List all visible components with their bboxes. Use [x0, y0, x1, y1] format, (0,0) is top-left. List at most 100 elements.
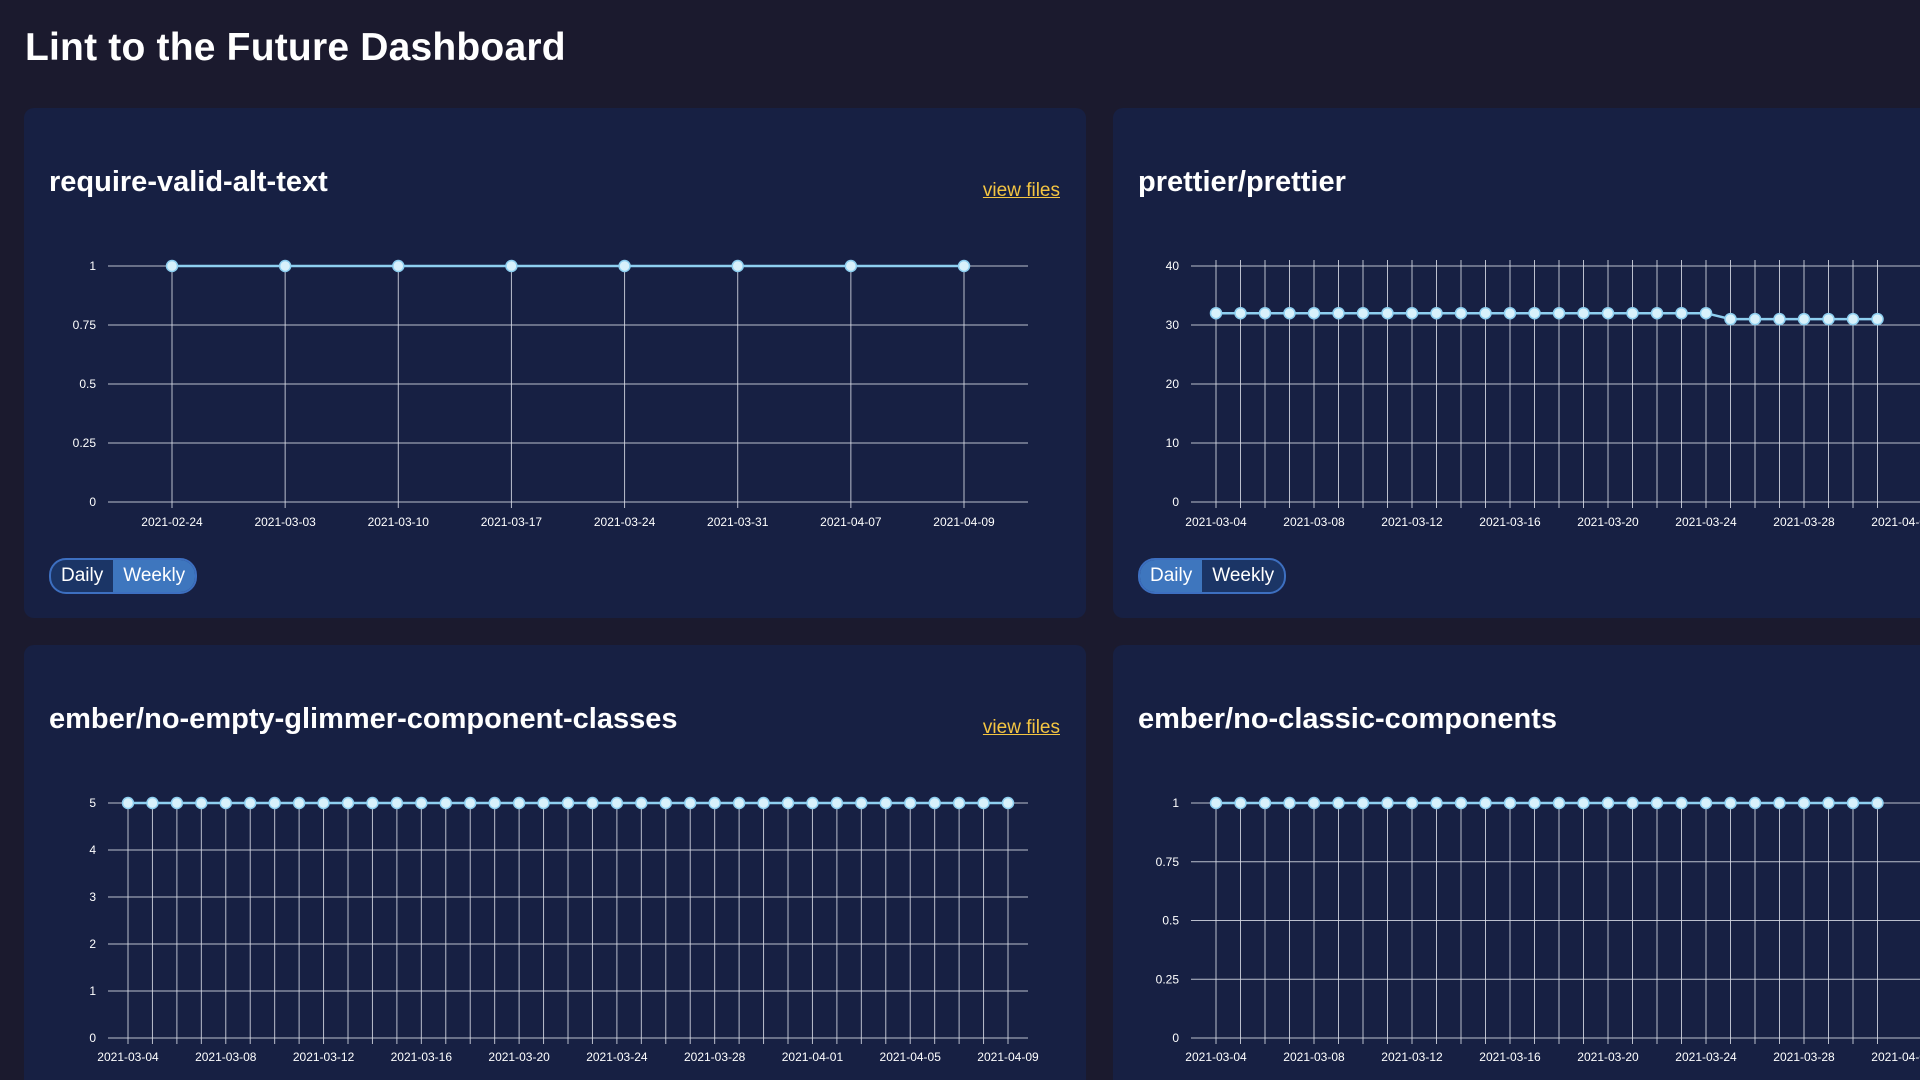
- line-chart: 0 10 20 30 40 2021-03-04 2021-03-08 2021-03-12 2…: [1166, 259, 1920, 529]
- interval-toggle: Daily Weekly: [1138, 558, 1287, 594]
- data-point: [731, 259, 744, 273]
- y-tick-label: 30: [1166, 318, 1180, 332]
- data-point: [1381, 306, 1394, 320]
- data-point: [683, 796, 697, 810]
- data-point: [1234, 796, 1247, 810]
- line-chart: 0 1 2 3 4 5 2021-03-04 2021-03-08 2021-03-12 2021…: [89, 796, 1039, 1064]
- data-point: [1626, 796, 1639, 810]
- data-point: [1675, 796, 1688, 810]
- data-point: [1577, 796, 1590, 810]
- data-point: [1822, 312, 1835, 326]
- data-point: [561, 796, 575, 810]
- x-tick-label: 2021-03-24: [1675, 1050, 1737, 1064]
- data-point: [1209, 306, 1223, 320]
- data-point: [586, 796, 599, 810]
- data-point: [610, 796, 624, 810]
- data-point: [219, 796, 233, 810]
- data-point: [146, 796, 159, 810]
- data-point: [505, 259, 518, 273]
- data-point: [1503, 796, 1517, 810]
- data-point: [1332, 306, 1345, 320]
- data-point: [243, 796, 257, 810]
- x-tick-label: 2021-03-08: [1283, 515, 1345, 529]
- data-point: [1405, 306, 1419, 320]
- x-tick-label: 2021-03-08: [195, 1050, 257, 1064]
- y-tick-label: 0: [1172, 1031, 1179, 1045]
- x-tick-label: 2021-03-12: [293, 1050, 355, 1064]
- data-point: [1454, 306, 1468, 320]
- data-point: [879, 796, 893, 810]
- data-point: [1822, 796, 1835, 810]
- data-point: [1307, 306, 1321, 320]
- interval-toggle: Daily Weekly: [49, 558, 198, 594]
- data-point: [1283, 306, 1296, 320]
- data-point: [903, 796, 917, 810]
- data-point: [659, 796, 673, 810]
- weekly-toggle-button[interactable]: Weekly: [1212, 565, 1275, 586]
- x-tick-label: 2021-03-16: [391, 1050, 453, 1064]
- data-point: [1699, 306, 1713, 320]
- x-tick-label: 2021-03-04: [97, 1050, 159, 1064]
- data-point: [1675, 306, 1688, 320]
- data-point: [292, 796, 306, 810]
- data-point: [392, 259, 405, 273]
- x-tick-label: 2021-03-24: [586, 1050, 648, 1064]
- data-point: [170, 796, 184, 810]
- daily-toggle-button[interactable]: Daily: [1140, 560, 1203, 592]
- y-tick-label: 10: [1166, 436, 1180, 450]
- data-point: [1577, 306, 1590, 320]
- x-tick-label: 2021-04-01: [1871, 515, 1920, 529]
- data-point: [165, 259, 179, 273]
- rule-card-require-valid-alt-text: require-valid-alt-text view files 0 0.25 0…: [24, 108, 1086, 618]
- rule-card-prettier: prettier/prettier 0 10 20 30 40 2021-03-04 202…: [1113, 108, 1920, 618]
- y-tick-label: 0.5: [1162, 914, 1179, 928]
- x-tick-label: 2021-04-09: [933, 515, 995, 529]
- view-files-link[interactable]: view files: [982, 180, 1060, 201]
- y-tick-label: 0: [89, 495, 96, 509]
- y-tick-label: 1: [89, 984, 96, 998]
- data-point: [1454, 796, 1468, 810]
- data-point: [366, 796, 379, 810]
- data-point: [1209, 796, 1223, 810]
- data-point: [635, 796, 648, 810]
- weekly-toggle-button[interactable]: Weekly: [113, 560, 196, 592]
- data-point: [1528, 306, 1541, 320]
- data-point: [1405, 796, 1419, 810]
- data-point: [1356, 306, 1370, 320]
- data-point: [757, 796, 770, 810]
- view-files-link[interactable]: view files: [982, 717, 1060, 738]
- data-point: [537, 796, 550, 810]
- data-point: [1773, 312, 1786, 326]
- data-point: [708, 796, 721, 810]
- data-point: [463, 796, 477, 810]
- data-point: [317, 796, 330, 810]
- x-tick-label: 2021-03-12: [1381, 515, 1443, 529]
- x-tick-label: 2021-03-31: [707, 515, 769, 529]
- line-chart: 0 0.25 0.5 0.75 1 2021-03-04 2021-03-08 2021-03…: [1156, 796, 1920, 1064]
- daily-toggle-button[interactable]: Daily: [61, 565, 104, 586]
- line-chart: 0 0.25 0.5 0.75 1 2021-02-24 2021-03-03 2021-03…: [73, 259, 1028, 529]
- data-point: [1430, 306, 1443, 320]
- data-point: [1528, 796, 1541, 810]
- data-point: [1307, 796, 1321, 810]
- data-point: [488, 796, 501, 810]
- y-tick-label: 0.75: [73, 318, 97, 332]
- data-point: [1552, 306, 1566, 320]
- data-point: [1626, 306, 1639, 320]
- y-tick-label: 1: [1172, 796, 1179, 810]
- data-point: [1773, 796, 1786, 810]
- y-tick-label: 0.5: [79, 377, 96, 391]
- x-tick-label: 2021-03-20: [488, 1050, 550, 1064]
- data-point: [781, 796, 795, 810]
- data-point: [341, 796, 355, 810]
- x-tick-label: 2021-04-05: [880, 1050, 942, 1064]
- y-tick-label: 0.25: [1156, 972, 1180, 986]
- y-tick-label: 0: [1172, 495, 1179, 509]
- data-point: [732, 796, 746, 810]
- data-point: [1552, 796, 1566, 810]
- card-title: ember/no-classic-components: [1138, 703, 1557, 735]
- data-point: [1601, 306, 1615, 320]
- y-tick-label: 5: [89, 796, 96, 810]
- x-tick-label: 2021-03-28: [1773, 1050, 1835, 1064]
- data-point: [1699, 796, 1713, 810]
